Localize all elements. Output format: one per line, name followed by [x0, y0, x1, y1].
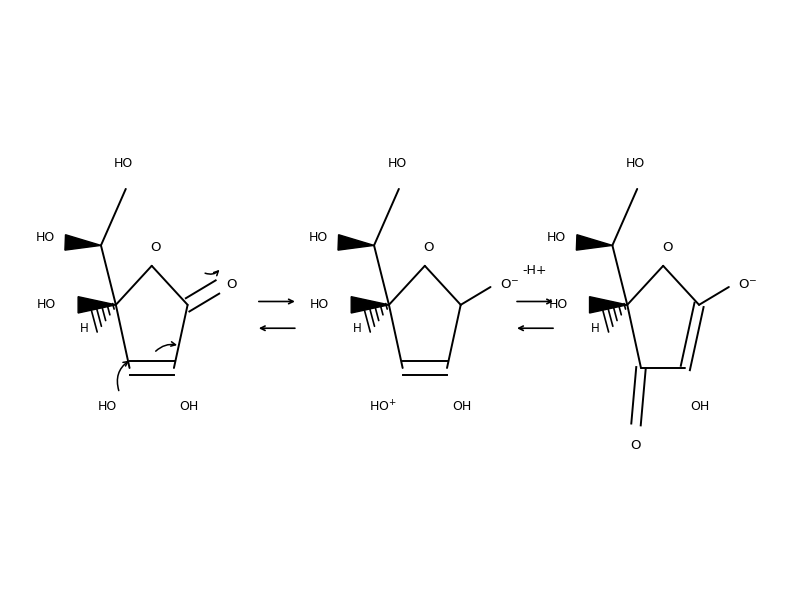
- Text: O: O: [662, 241, 672, 254]
- Text: HO: HO: [387, 157, 406, 170]
- Text: HO: HO: [37, 298, 56, 311]
- Text: HO: HO: [549, 298, 568, 311]
- Polygon shape: [351, 296, 389, 313]
- Text: OH: OH: [179, 400, 198, 413]
- Polygon shape: [78, 296, 116, 313]
- Text: H: H: [591, 322, 600, 335]
- Polygon shape: [576, 235, 612, 250]
- Text: HO: HO: [547, 232, 566, 244]
- Text: HO: HO: [114, 157, 134, 170]
- Text: O: O: [630, 439, 640, 452]
- Text: -H+: -H+: [523, 264, 547, 277]
- Text: HO: HO: [36, 232, 55, 244]
- Text: OH: OH: [452, 400, 471, 413]
- Text: O$^{-}$: O$^{-}$: [738, 278, 758, 290]
- Text: O: O: [150, 241, 161, 254]
- Text: H: H: [80, 322, 89, 335]
- Text: HO$^{+}$: HO$^{+}$: [369, 399, 397, 414]
- Text: OH: OH: [690, 400, 710, 413]
- Text: HO: HO: [98, 400, 118, 413]
- Polygon shape: [338, 235, 374, 250]
- Text: HO: HO: [626, 157, 645, 170]
- Text: O: O: [423, 241, 434, 254]
- Text: HO: HO: [309, 232, 328, 244]
- Polygon shape: [590, 296, 627, 313]
- Text: O$^{-}$: O$^{-}$: [500, 278, 519, 290]
- Polygon shape: [65, 235, 101, 250]
- Text: HO: HO: [310, 298, 330, 311]
- Text: O: O: [226, 278, 237, 290]
- Text: H: H: [353, 322, 362, 335]
